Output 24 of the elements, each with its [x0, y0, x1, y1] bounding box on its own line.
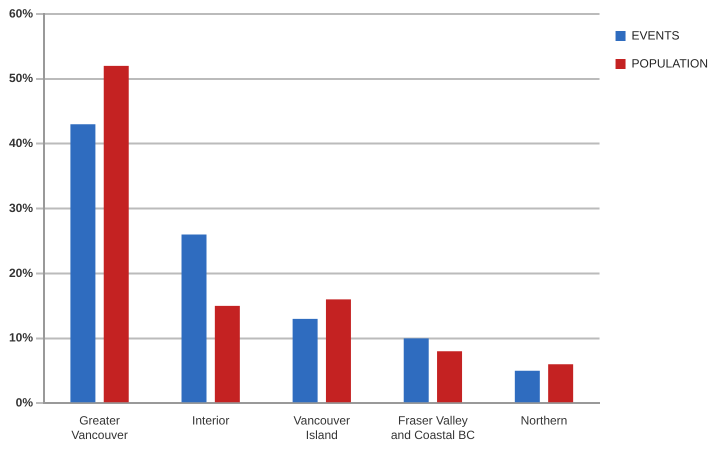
- x-tick-label: Greater Vancouver: [71, 414, 128, 442]
- bar: [214, 306, 240, 402]
- y-tick-label: 20%: [8, 266, 34, 280]
- x-tick-label: Vancouver Island: [294, 414, 350, 442]
- bar: [292, 318, 318, 402]
- bar: [182, 234, 207, 402]
- bar: [70, 124, 96, 402]
- x-tick-label: Fraser Valley and Coastal BC: [390, 414, 476, 442]
- bar: [404, 338, 429, 402]
- bar: [437, 351, 462, 402]
- y-tick-label: 50%: [8, 71, 34, 86]
- y-tick-label: 10%: [8, 330, 34, 345]
- y-tick-label: 60%: [8, 6, 34, 20]
- bar: [104, 66, 129, 402]
- bar: [548, 364, 574, 402]
- bar: [514, 370, 540, 402]
- bar: [326, 299, 351, 402]
- y-tick-label: 0%: [16, 396, 34, 410]
- y-tick-label: 30%: [8, 200, 34, 215]
- legend-label: POPULATION: [632, 56, 708, 70]
- legend-label: EVENTS: [632, 28, 680, 42]
- x-tick-label: Northern: [520, 414, 568, 428]
- x-tick-label: Interior: [192, 414, 230, 428]
- y-tick-label: 40%: [8, 136, 34, 150]
